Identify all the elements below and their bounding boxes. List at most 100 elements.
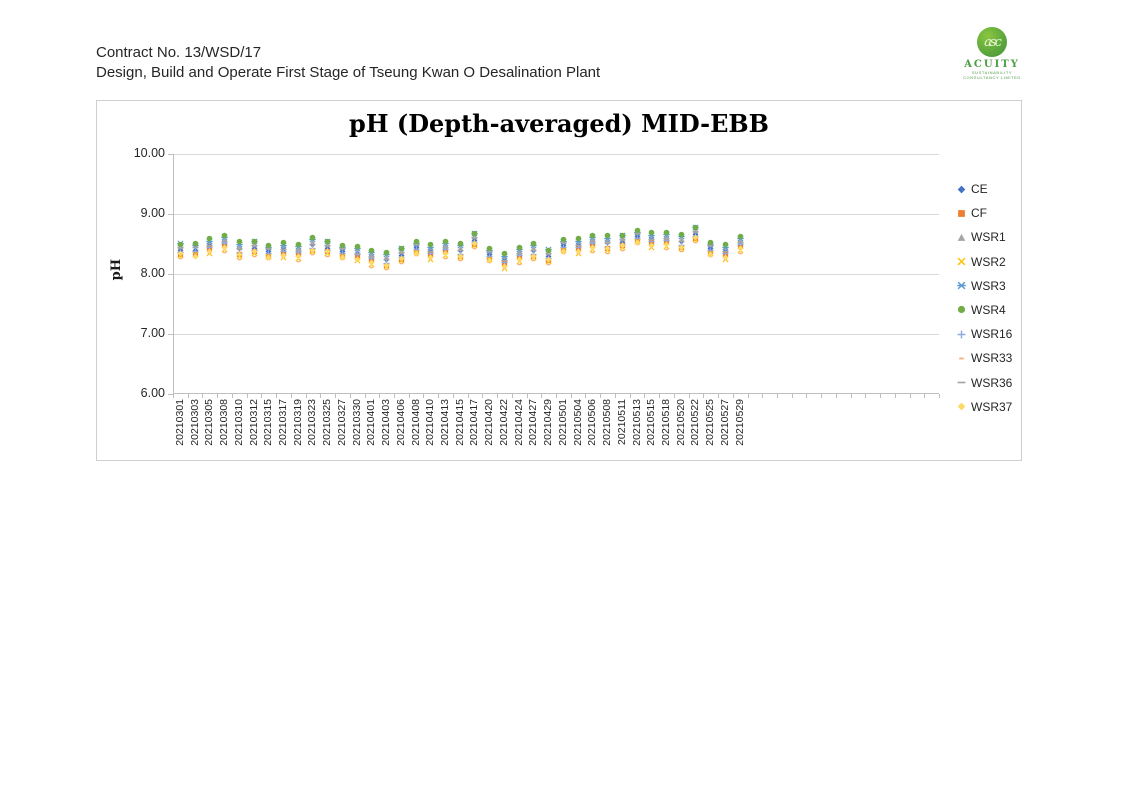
data-point xyxy=(221,238,228,245)
x-axis-tick xyxy=(349,394,351,398)
data-point xyxy=(457,247,464,254)
data-point xyxy=(339,245,346,252)
data-point xyxy=(236,256,243,263)
legend-label: CE xyxy=(971,182,988,196)
x-tick-label: 20210325 xyxy=(321,399,334,446)
data-point xyxy=(309,241,316,248)
x-axis-tick xyxy=(703,394,705,398)
y-axis-tick xyxy=(168,334,173,335)
data-point xyxy=(663,235,670,242)
data-point xyxy=(206,248,213,255)
data-point xyxy=(737,233,744,240)
x-tick-label: 20210310 xyxy=(232,399,245,446)
x-axis-tick xyxy=(497,394,499,398)
x-axis-tick xyxy=(231,394,233,398)
data-point xyxy=(471,245,478,252)
logo-monogram: asc xyxy=(984,34,1002,50)
legend-plus-icon xyxy=(957,330,966,339)
x-axis-tick xyxy=(379,394,381,398)
data-point xyxy=(398,245,405,252)
data-point xyxy=(383,262,390,269)
x-tick-label: 20210408 xyxy=(409,399,422,446)
x-tick-label: 20210308 xyxy=(218,399,231,446)
company-logo: asc ACUITY SUSTAINABILITY CONSULTANCY LI… xyxy=(958,27,1026,80)
data-point xyxy=(619,247,626,254)
data-point xyxy=(663,246,670,253)
gridline xyxy=(173,274,939,275)
x-tick-label: 20210520 xyxy=(674,399,687,446)
data-point xyxy=(722,241,729,248)
data-point xyxy=(206,235,213,242)
x-tick-label: 20210529 xyxy=(733,399,746,446)
x-axis-tick xyxy=(894,394,896,398)
y-axis-tick xyxy=(168,394,173,395)
x-axis-tick xyxy=(541,394,543,398)
x-tick-label: 20210401 xyxy=(365,399,378,446)
x-tick-label: 20210511 xyxy=(615,399,628,445)
x-axis-tick xyxy=(600,394,602,398)
data-point xyxy=(707,239,714,246)
data-point xyxy=(545,250,552,257)
data-point xyxy=(516,256,523,263)
x-axis-tick xyxy=(821,394,823,398)
legend-star-icon xyxy=(957,281,966,290)
legend-label: WSR36 xyxy=(971,375,1013,390)
data-point xyxy=(309,247,316,254)
legend: CE CF WSR1 WSR2 WSR3 WSR4 WSR16 WSR33 WSR36 WSR37 xyxy=(957,182,1012,424)
x-tick-label: 20210330 xyxy=(350,399,363,446)
x-axis-tick xyxy=(438,394,440,398)
data-point xyxy=(486,245,493,252)
x-tick-label: 20210513 xyxy=(630,399,643,446)
x-tick-label: 20210323 xyxy=(306,399,319,446)
data-point xyxy=(398,260,405,267)
data-point xyxy=(648,236,655,243)
data-point xyxy=(501,250,508,257)
x-axis-tick xyxy=(688,394,690,398)
data-point xyxy=(619,242,626,249)
y-tick-label: 8.00 xyxy=(140,266,165,280)
data-point xyxy=(692,239,699,246)
legend-label: WSR16 xyxy=(971,327,1013,342)
logo-name: ACUITY xyxy=(964,59,1020,70)
data-point xyxy=(486,257,493,264)
data-point xyxy=(501,263,508,270)
data-point xyxy=(545,247,552,254)
x-axis-tick xyxy=(659,394,661,398)
data-point xyxy=(589,232,596,239)
data-point xyxy=(354,243,361,250)
x-axis-tick xyxy=(305,394,307,398)
x-axis-tick xyxy=(261,394,263,398)
data-point xyxy=(604,250,611,257)
x-tick-label: 20210406 xyxy=(394,399,407,446)
data-point xyxy=(619,232,626,239)
x-axis-tick xyxy=(673,394,675,398)
legend-circle-icon xyxy=(957,305,966,314)
data-point xyxy=(663,229,670,236)
project-title: Design, Build and Operate First Stage of… xyxy=(96,64,601,81)
data-point xyxy=(339,254,346,261)
data-point xyxy=(280,246,287,253)
data-point xyxy=(383,249,390,256)
data-point xyxy=(471,240,478,247)
legend-label: WSR33 xyxy=(971,351,1013,366)
data-point xyxy=(575,235,582,242)
data-point xyxy=(634,227,641,234)
x-tick-label: 20210429 xyxy=(542,399,555,446)
data-point xyxy=(530,247,537,254)
x-tick-label: 20210305 xyxy=(203,399,216,446)
x-axis-tick xyxy=(924,394,926,398)
data-point xyxy=(368,264,375,271)
data-point xyxy=(575,248,582,255)
x-axis-tick xyxy=(276,394,278,398)
data-point xyxy=(648,242,655,249)
x-axis-tick xyxy=(511,394,513,398)
data-point xyxy=(368,253,375,260)
data-point xyxy=(471,230,478,237)
data-point xyxy=(413,250,420,257)
data-point xyxy=(589,249,596,256)
x-axis-tick xyxy=(187,394,189,398)
x-axis-tick xyxy=(629,394,631,398)
data-point xyxy=(324,253,331,260)
data-point xyxy=(737,245,744,252)
data-point xyxy=(575,242,582,249)
